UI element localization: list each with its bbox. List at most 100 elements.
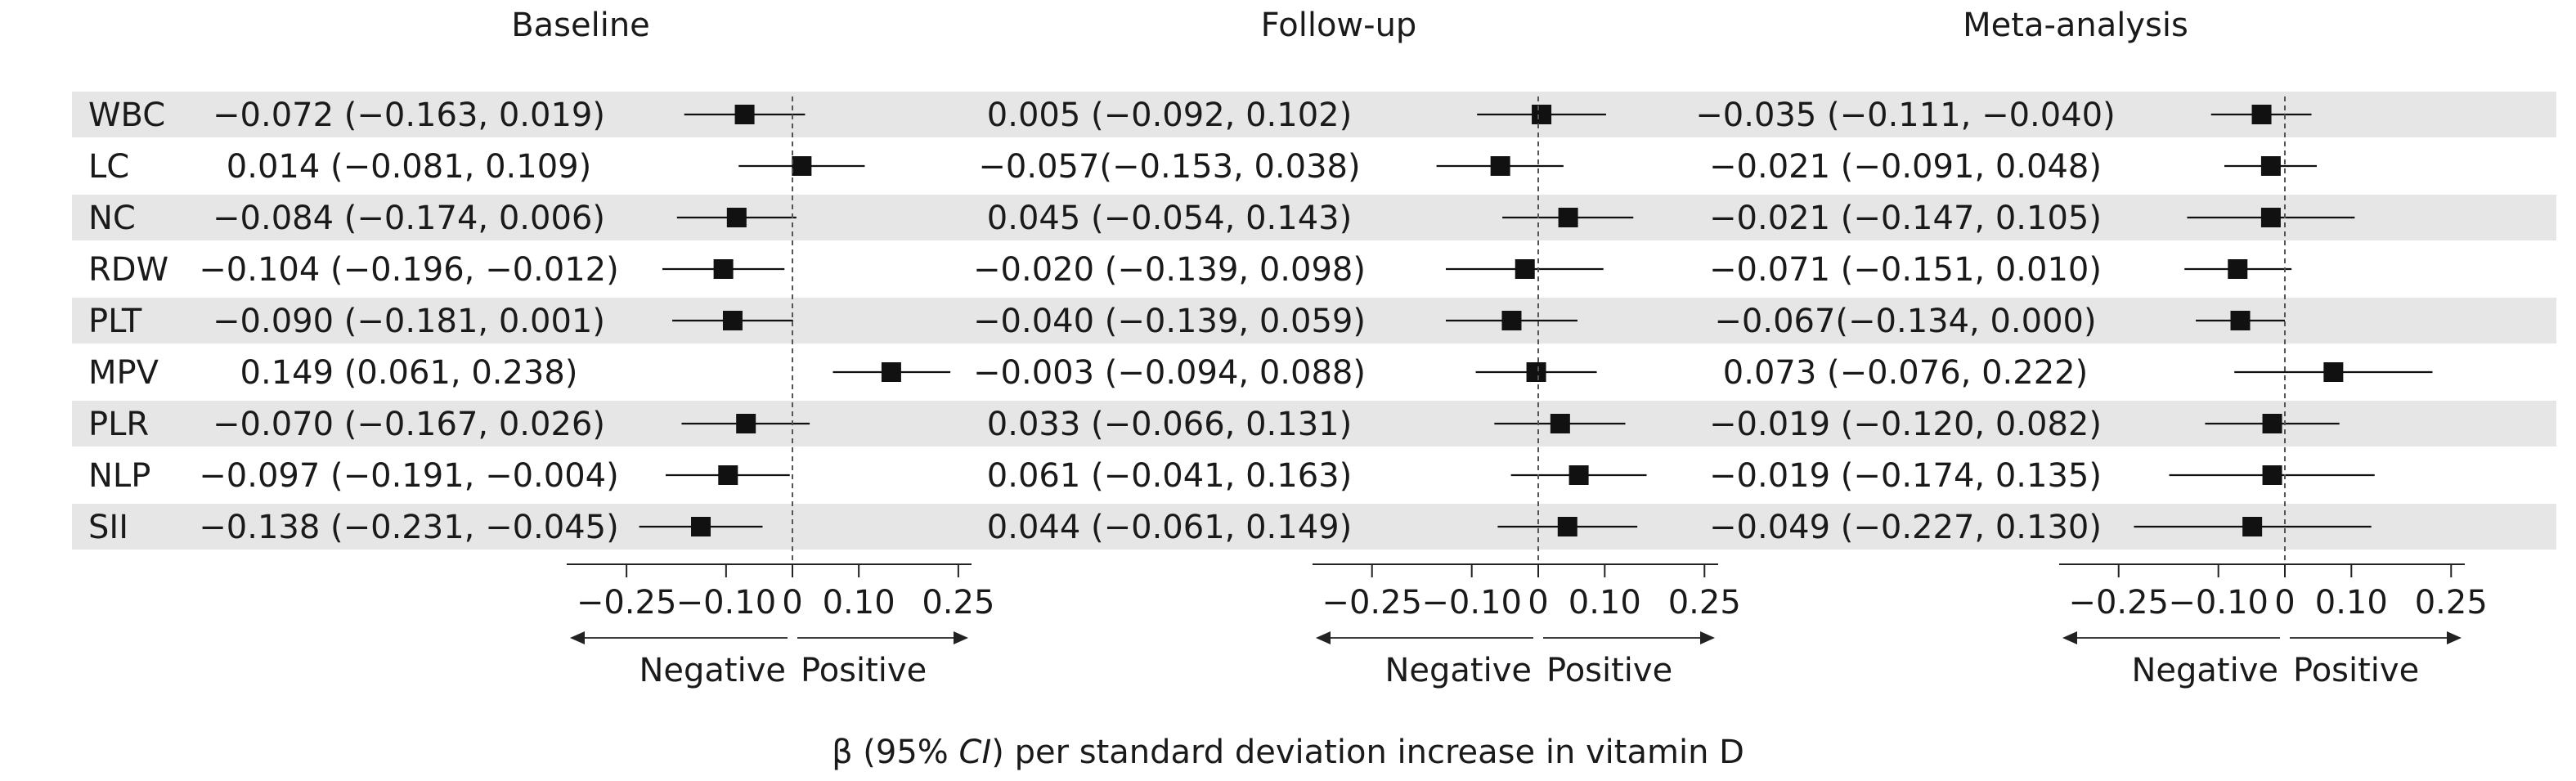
estimate-label-baseline-nlp: −0.097 (−0.191, −0.004) <box>199 457 618 495</box>
row-label-nc: NC <box>88 200 136 237</box>
x-axis-title-part-1: β (95% <box>832 734 958 771</box>
point-estimate-baseline-sii <box>691 517 711 536</box>
point-estimate-follow-up-nc <box>1558 208 1578 227</box>
positive-arrow-head-follow-up <box>1700 631 1715 644</box>
negative-arrow-head-meta-analysis <box>2062 631 2077 644</box>
estimate-label-meta-analysis-wbc: −0.035 (−0.111, −0.040) <box>1695 97 2115 134</box>
point-estimate-meta-analysis-nc <box>2260 208 2281 227</box>
x-tick-label-baseline-1: −0.10 <box>676 584 777 622</box>
row-band-nc <box>72 195 2556 240</box>
estimate-label-meta-analysis-rdw: −0.071 (−0.151, 0.010) <box>1709 251 2102 289</box>
estimate-label-follow-up-wbc: 0.005 (−0.092, 0.102) <box>987 97 1352 134</box>
point-estimate-follow-up-mpv <box>1526 362 1546 382</box>
estimate-label-follow-up-plt: −0.040 (−0.139, 0.059) <box>973 303 1366 340</box>
point-estimate-meta-analysis-plr <box>2262 414 2282 433</box>
point-estimate-meta-analysis-sii <box>2242 517 2263 536</box>
estimate-label-meta-analysis-plr: −0.019 (−0.120, 0.082) <box>1709 406 2102 443</box>
estimate-label-baseline-sii: −0.138 (−0.231, −0.045) <box>199 509 618 546</box>
row-label-plr: PLR <box>88 406 149 443</box>
row-band-wbc <box>72 92 2556 137</box>
estimate-label-meta-analysis-mpv: 0.073 (−0.076, 0.222) <box>1723 354 2088 392</box>
row-label-rdw: RDW <box>88 251 168 289</box>
panel-title-meta-analysis: Meta-analysis <box>1963 7 2188 44</box>
estimate-label-baseline-nc: −0.084 (−0.174, 0.006) <box>213 200 605 237</box>
estimate-label-meta-analysis-sii: −0.049 (−0.227, 0.130) <box>1709 509 2102 546</box>
row-label-mpv: MPV <box>88 354 159 392</box>
estimate-label-baseline-mpv: 0.149 (0.061, 0.238) <box>240 354 578 392</box>
x-tick-label-meta-analysis-2: 0 <box>2274 584 2295 622</box>
point-estimate-meta-analysis-nlp <box>2262 465 2282 485</box>
x-axis-title: β (95% CI) per standard deviation increa… <box>832 734 1744 771</box>
point-estimate-baseline-mpv <box>881 362 901 382</box>
x-tick-label-meta-analysis-3: 0.10 <box>2315 584 2388 622</box>
estimate-labels: −0.072 (−0.163, 0.019) 0.014 (−0.081, 0.1… <box>199 97 2115 546</box>
estimate-label-follow-up-plr: 0.033 (−0.066, 0.131) <box>987 406 1352 443</box>
point-estimate-meta-analysis-plt <box>2230 311 2251 330</box>
point-estimate-follow-up-rdw <box>1515 259 1535 279</box>
x-tick-label-follow-up-0: −0.25 <box>1322 584 1422 622</box>
x-tick-label-meta-analysis-1: −0.10 <box>2168 584 2269 622</box>
point-estimate-meta-analysis-mpv <box>2323 362 2344 382</box>
point-estimate-baseline-plr <box>736 414 756 433</box>
x-tick-label-baseline-3: 0.10 <box>823 584 895 622</box>
direction-label-negative-follow-up: Negative <box>1384 652 1532 689</box>
panel-titles: Baseline Follow-up Meta-analysis <box>511 7 2188 44</box>
estimate-label-meta-analysis-lc: −0.021 (−0.091, 0.048) <box>1709 148 2102 186</box>
estimate-label-baseline-rdw: −0.104 (−0.196, −0.012) <box>199 251 618 289</box>
estimate-label-baseline-wbc: −0.072 (−0.163, 0.019) <box>213 97 605 134</box>
x-tick-label-baseline-2: 0 <box>782 584 802 622</box>
estimate-label-meta-analysis-plt: −0.067(−0.134, 0.000) <box>1714 303 2096 340</box>
row-shading-layer <box>72 92 2556 550</box>
x-tick-label-follow-up-3: 0.10 <box>1568 584 1641 622</box>
point-estimate-follow-up-plt <box>1501 311 1522 330</box>
point-estimate-follow-up-lc <box>1490 156 1510 176</box>
estimate-label-follow-up-nc: 0.045 (−0.054, 0.143) <box>987 200 1352 237</box>
row-label-lc: LC <box>88 148 129 186</box>
point-estimate-follow-up-sii <box>1557 517 1577 536</box>
row-label-nlp: NLP <box>88 457 150 495</box>
estimate-label-follow-up-lc: −0.057(−0.153, 0.038) <box>978 148 1360 186</box>
direction-label-negative-baseline: Negative <box>639 652 786 689</box>
x-axis-title-part-2: ) per standard deviation increase in vit… <box>991 734 1744 771</box>
x-tick-label-follow-up-4: 0.25 <box>1668 584 1741 622</box>
estimate-label-follow-up-mpv: −0.003 (−0.094, 0.088) <box>973 354 1366 392</box>
point-estimate-baseline-nlp <box>718 465 738 485</box>
x-axis-title-ci: CI <box>959 734 992 771</box>
negative-arrow-head-follow-up <box>1316 631 1331 644</box>
point-estimate-follow-up-wbc <box>1532 105 1552 124</box>
positive-arrow-head-baseline <box>954 631 968 644</box>
estimate-label-follow-up-nlp: 0.061 (−0.041, 0.163) <box>987 457 1352 495</box>
panel-title-baseline: Baseline <box>511 7 650 44</box>
row-band-plr <box>72 401 2556 447</box>
estimate-label-baseline-plr: −0.070 (−0.167, 0.026) <box>213 406 605 443</box>
point-estimate-baseline-plt <box>722 311 743 330</box>
point-estimate-meta-analysis-wbc <box>2251 105 2272 124</box>
x-tick-label-follow-up-1: −0.10 <box>1421 584 1522 622</box>
plot-marks <box>639 105 2433 536</box>
point-estimate-meta-analysis-rdw <box>2228 259 2248 279</box>
x-tick-label-baseline-4: 0.25 <box>922 584 994 622</box>
panel-title-follow-up: Follow-up <box>1261 7 1417 44</box>
row-band-plt <box>72 298 2556 343</box>
x-tick-label-follow-up-2: 0 <box>1528 584 1548 622</box>
estimate-label-meta-analysis-nc: −0.021 (−0.147, 0.105) <box>1709 200 2102 237</box>
point-estimate-baseline-rdw <box>713 259 734 279</box>
point-estimate-meta-analysis-lc <box>2260 156 2281 176</box>
point-estimate-baseline-wbc <box>734 105 755 124</box>
x-tick-label-baseline-0: −0.25 <box>577 584 677 622</box>
estimate-label-follow-up-sii: 0.044 (−0.061, 0.149) <box>987 509 1352 546</box>
x-tick-label-meta-analysis-4: 0.25 <box>2415 584 2488 622</box>
direction-label-negative-meta-analysis: Negative <box>2131 652 2278 689</box>
point-estimate-follow-up-nlp <box>1568 465 1589 485</box>
row-label-sii: SII <box>88 509 128 546</box>
row-label-plt: PLT <box>88 303 142 340</box>
direction-label-positive-meta-analysis: Positive <box>2293 652 2419 689</box>
estimate-label-baseline-plt: −0.090 (−0.181, 0.001) <box>213 303 605 340</box>
point-estimate-baseline-nc <box>726 208 747 227</box>
x-tick-label-meta-analysis-0: −0.25 <box>2068 584 2169 622</box>
estimate-label-follow-up-rdw: −0.020 (−0.139, 0.098) <box>973 251 1366 289</box>
row-labels: WBC LC NC RDW PLT MPV PLR NLP SII <box>88 97 168 546</box>
direction-label-positive-baseline: Positive <box>801 652 927 689</box>
